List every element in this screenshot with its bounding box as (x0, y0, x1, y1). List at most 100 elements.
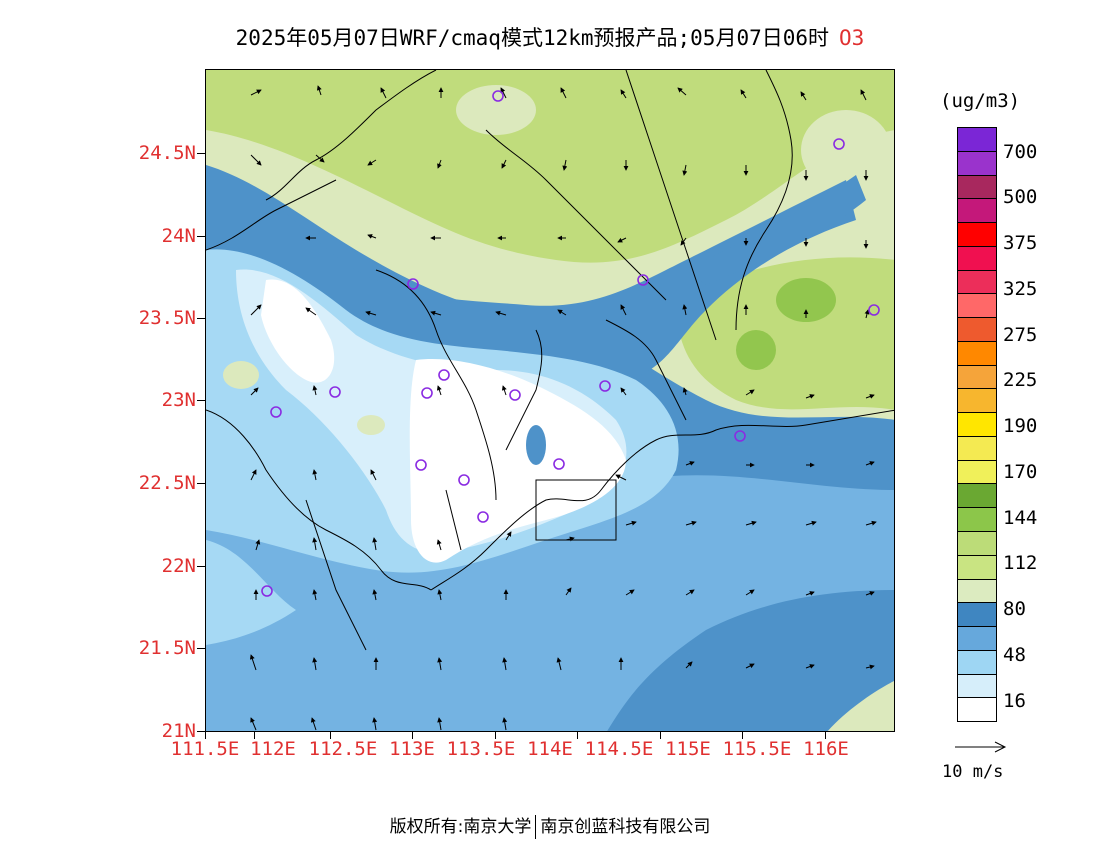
lat-label: 22.5N (138, 472, 196, 494)
colorbar-segment (958, 269, 996, 294)
lat-tick (197, 236, 205, 237)
land-pale-east (801, 110, 891, 190)
colorbar-segment (958, 697, 996, 722)
lat-label: 23N (161, 389, 196, 411)
lon-label: 115E (665, 738, 711, 760)
map-panel[interactable] (205, 69, 895, 732)
lon-tick (577, 732, 578, 739)
colorbar-label: 80 (1003, 598, 1026, 620)
colorbar-label: 325 (1003, 278, 1038, 300)
colorbar-segment (958, 673, 996, 698)
land-bright-patch-2 (736, 330, 776, 370)
colorbar-segment (958, 150, 996, 175)
colorbar-segment (958, 602, 996, 627)
white-core (261, 279, 335, 383)
sea-pocket (526, 425, 546, 465)
colorbar-label: 375 (1003, 232, 1038, 254)
lon-label: 112E (250, 738, 296, 760)
copyright-divider (535, 815, 537, 839)
sea-east-band (686, 175, 866, 285)
station-markers (261, 90, 880, 597)
copyright-company: 南京创蓝科技有限公司 (540, 817, 711, 837)
land-green (206, 70, 894, 263)
legend-unit: (ug/m3) (940, 90, 1021, 112)
lon-label: 113E (389, 738, 435, 760)
chart-title: 2025年05月07日WRF/cmaq模式12km预报产品;05月07日06时 O… (0, 22, 1100, 52)
lon-label: 112.5E (308, 738, 378, 760)
colorbar-label: 275 (1003, 324, 1038, 346)
colorbar-label: 112 (1003, 552, 1038, 574)
colorbar (957, 127, 997, 722)
title-text: 2025年05月07日WRF/cmaq模式12km预报产品;05月07日06时 (235, 26, 830, 50)
lat-tick (197, 400, 205, 401)
lat-label: 21N (161, 720, 196, 742)
colorbar-segment (958, 340, 996, 365)
lon-tick (330, 732, 331, 739)
lon-tick (742, 732, 743, 739)
lon-label: 114E (527, 738, 573, 760)
copyright-owner: 版权所有:南京大学 (389, 817, 532, 837)
lat-tick (197, 153, 205, 154)
lon-tick (412, 732, 413, 739)
land-green-east (676, 257, 894, 410)
colorbar-segment (958, 507, 996, 532)
colorbar-segment (958, 198, 996, 223)
white-core-2 (409, 359, 626, 563)
colorbar-segment (958, 459, 996, 484)
colorbar-segment (958, 388, 996, 413)
lon-tick (205, 732, 206, 739)
colorbar-label: 16 (1003, 690, 1026, 712)
wind-vectors (249, 85, 877, 731)
colorbar-segment (958, 174, 996, 199)
colorbar-segment (958, 412, 996, 436)
colorbar-segment (958, 245, 996, 270)
colorbar-segment (958, 435, 996, 460)
lon-label: 113.5E (446, 738, 516, 760)
lat-label: 22N (161, 555, 196, 577)
lon-tick (254, 732, 255, 739)
colorbar-segment (958, 578, 996, 603)
colorbar-label: 190 (1003, 415, 1038, 437)
colorbar-segment (958, 531, 996, 555)
lat-label: 21.5N (138, 637, 196, 659)
sea-light-zone (206, 475, 894, 731)
lat-tick (197, 318, 205, 319)
colorbar-segment (958, 222, 996, 246)
lat-tick (197, 566, 205, 567)
lon-tick (495, 732, 496, 739)
lon-label: 111.5E (170, 738, 240, 760)
colorbar-segment (958, 626, 996, 650)
lat-label: 24N (161, 225, 196, 247)
colorbar-label: 144 (1003, 507, 1038, 529)
sea-light-sw (206, 540, 296, 645)
lon-label: 114.5E (584, 738, 654, 760)
lon-label: 115.5E (722, 738, 792, 760)
forecast-map (206, 70, 894, 731)
colorbar-segment (958, 293, 996, 318)
colorbar-segment (958, 128, 996, 151)
lat-label: 24.5N (138, 142, 196, 164)
colorbar-label: 170 (1003, 461, 1038, 483)
land-pale-patch (456, 85, 536, 135)
lon-label: 116E (803, 738, 849, 760)
boundary-lines (206, 70, 894, 651)
colorbar-segment (958, 649, 996, 674)
colorbar-label: 225 (1003, 369, 1038, 391)
colorbar-label: 48 (1003, 644, 1026, 666)
lat-tick (197, 483, 205, 484)
lat-label: 23.5N (138, 307, 196, 329)
lat-tick (197, 731, 205, 732)
colorbar-segment (958, 483, 996, 508)
copyright: 版权所有:南京大学 南京创蓝科技有限公司 (0, 812, 1100, 839)
land-pocket (223, 361, 259, 389)
colorbar-label: 500 (1003, 186, 1038, 208)
land-bright-patch (776, 278, 836, 322)
wind-reference-label: 10 m/s (942, 762, 1004, 782)
wind-reference-arrow (955, 741, 1007, 753)
colorbar-segment (958, 364, 996, 389)
species-label: O3 (839, 26, 865, 50)
colorbar-label: 700 (1003, 141, 1038, 163)
lat-tick (197, 648, 205, 649)
lon-tick (660, 732, 661, 739)
land-pale-se (827, 681, 894, 731)
